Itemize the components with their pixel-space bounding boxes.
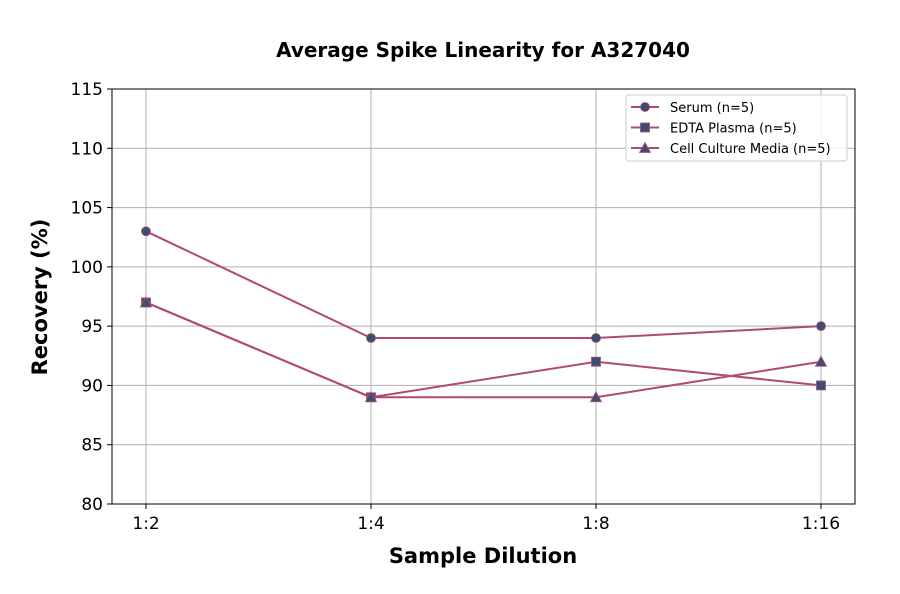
legend-label: Cell Culture Media (n=5): [670, 142, 831, 157]
circle-marker: [816, 321, 826, 332]
y-tick-label: 95: [81, 317, 103, 337]
y-tick-label: 115: [71, 80, 103, 100]
triangle-marker: [139, 296, 153, 308]
triangle-marker: [364, 390, 378, 403]
x-tick-label: 1:16: [802, 514, 840, 534]
x-tick-label: 1:4: [357, 514, 384, 534]
plot-frame: [111, 88, 856, 505]
series-triangle: [139, 296, 828, 403]
triangle-marker: [589, 390, 603, 403]
square-marker: [816, 380, 826, 391]
series-line: [145, 230, 822, 339]
legend-box: [625, 94, 848, 162]
y-tick-label: 110: [71, 139, 103, 159]
series-layer: [139, 226, 828, 403]
series-circle: [141, 226, 826, 343]
x-tick-label: 1:8: [582, 514, 609, 534]
y-tick-label: 85: [81, 436, 103, 456]
legend: Serum (n=5) EDTA Plasma (n=5) Cell Culture…: [625, 94, 848, 162]
y-tick-label: 80: [81, 495, 103, 515]
triangle-marker: [638, 141, 652, 153]
circle-marker: [366, 333, 376, 343]
axes: 80 85 90 95 100 105 110 115 1:2 1:4 1:8 1:16: [71, 80, 856, 534]
y-axis-label: Recovery (%): [28, 219, 52, 376]
series-square: [141, 297, 826, 403]
circle-marker: [141, 226, 151, 237]
square-marker: [591, 356, 601, 367]
y-tick-label: 90: [81, 376, 103, 396]
series-line: [145, 301, 822, 399]
legend-label: Serum (n=5): [670, 101, 754, 116]
series-line: [145, 301, 822, 399]
square-marker: [640, 122, 650, 133]
y-tick-label: 105: [71, 199, 103, 219]
circle-marker: [591, 333, 601, 343]
y-tick-label: 100: [71, 258, 103, 278]
x-tick-label: 1:2: [132, 514, 159, 534]
circle-marker: [640, 102, 650, 112]
x-axis-label: Sample Dilution: [389, 544, 577, 568]
triangle-marker: [814, 355, 828, 367]
legend-label: EDTA Plasma (n=5): [670, 122, 797, 137]
chart-title: Average Spike Linearity for A327040: [276, 38, 690, 62]
